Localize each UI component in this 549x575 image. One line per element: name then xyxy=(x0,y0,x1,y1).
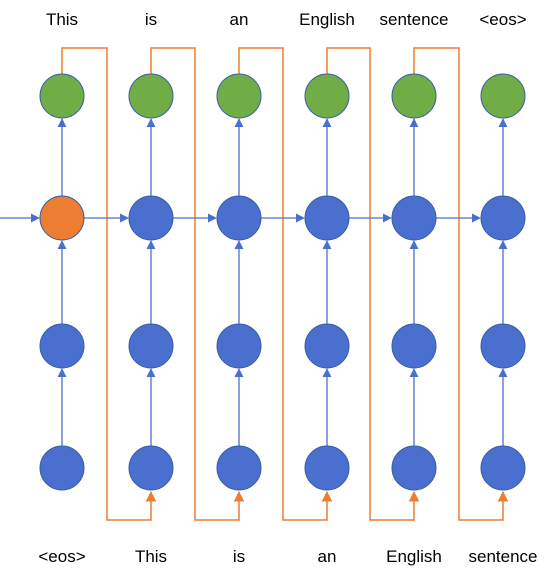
input-node xyxy=(391,445,437,491)
output-token-label: <eos> xyxy=(479,10,526,29)
feedback-paths xyxy=(61,47,509,521)
hidden-node xyxy=(480,323,526,369)
output-token-label: is xyxy=(145,10,157,29)
feedback-path xyxy=(413,47,509,521)
hidden-node xyxy=(304,323,350,369)
highlighted-hidden-node xyxy=(39,195,85,241)
output-token-label: English xyxy=(299,10,355,29)
output-node xyxy=(391,73,437,119)
output-node xyxy=(480,73,526,119)
hidden-node xyxy=(39,323,85,369)
input-token-label: <eos> xyxy=(38,547,85,566)
input-node xyxy=(216,445,262,491)
feedback-path xyxy=(326,47,420,521)
hidden-node xyxy=(480,195,526,241)
input-token-label: sentence xyxy=(469,547,538,566)
output-node xyxy=(304,73,350,119)
output-node xyxy=(128,73,174,119)
output-token-label: This xyxy=(46,10,78,29)
input-token-label: is xyxy=(233,547,245,566)
input-node xyxy=(304,445,350,491)
output-node xyxy=(216,73,262,119)
hidden-node xyxy=(216,195,262,241)
input-token-label: English xyxy=(386,547,442,566)
network-nodes xyxy=(39,73,526,491)
input-token-label: an xyxy=(318,547,337,566)
feedback-path xyxy=(61,47,157,521)
input-token-label: This xyxy=(135,547,167,566)
hidden-node xyxy=(304,195,350,241)
input-node xyxy=(128,445,174,491)
hidden-node xyxy=(216,323,262,369)
network-edges xyxy=(0,118,508,446)
input-node xyxy=(480,445,526,491)
hidden-node xyxy=(128,323,174,369)
input-node xyxy=(39,445,85,491)
output-token-label: sentence xyxy=(380,10,449,29)
output-token-label: an xyxy=(230,10,249,29)
hidden-node xyxy=(391,323,437,369)
feedback-path xyxy=(150,47,245,521)
hidden-node xyxy=(128,195,174,241)
hidden-node xyxy=(391,195,437,241)
token-labels: This is an English sentence <eos> <eos> This is a… xyxy=(38,10,537,566)
output-node xyxy=(39,73,85,119)
feedback-path xyxy=(238,47,333,521)
